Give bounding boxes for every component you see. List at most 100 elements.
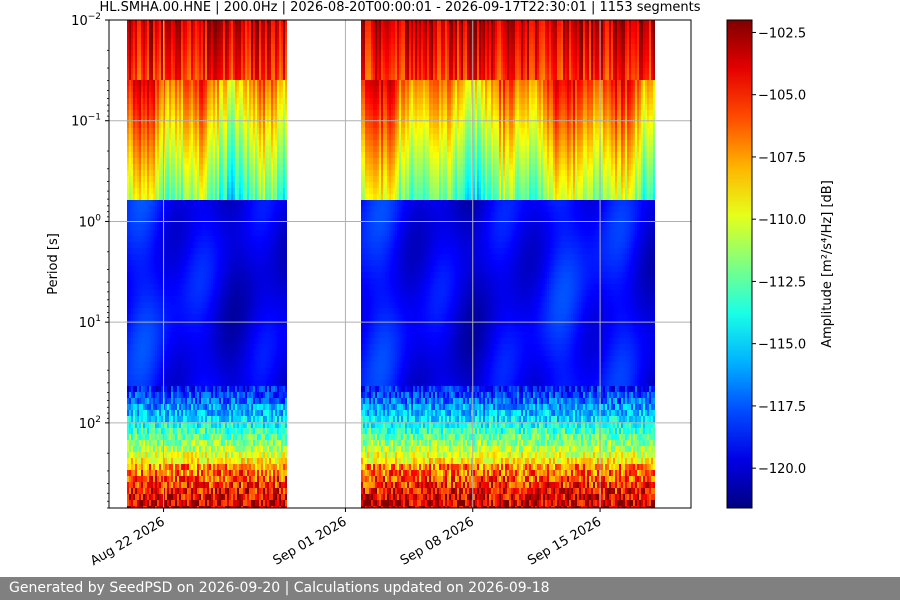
heatmap-cell xyxy=(133,362,135,368)
heatmap-cell xyxy=(215,488,217,494)
heatmap-cell xyxy=(193,266,195,272)
heatmap-cell xyxy=(155,62,157,68)
heatmap-cell xyxy=(213,134,215,140)
heatmap-cell xyxy=(181,392,183,398)
heatmap-cell xyxy=(195,104,197,110)
heatmap-cell xyxy=(131,56,133,62)
heatmap-cell xyxy=(195,254,197,260)
heatmap-cell xyxy=(129,152,131,158)
heatmap-cell xyxy=(233,338,235,344)
heatmap-cell xyxy=(195,452,197,458)
heatmap-cell xyxy=(231,464,233,470)
heatmap-cell xyxy=(155,476,157,482)
heatmap-cell xyxy=(141,182,143,188)
heatmap-cell xyxy=(129,92,131,98)
heatmap-cell xyxy=(135,500,137,506)
heatmap-cell xyxy=(135,344,137,350)
heatmap-cell xyxy=(139,314,141,320)
heatmap-cell xyxy=(233,236,235,242)
heatmap-cell xyxy=(221,392,223,398)
heatmap-cell xyxy=(179,38,181,44)
heatmap-cell xyxy=(245,368,247,374)
heatmap-cell xyxy=(175,392,177,398)
heatmap-cell xyxy=(139,56,141,62)
heatmap-cell xyxy=(127,362,129,368)
heatmap-cell xyxy=(127,416,129,422)
heatmap-cell xyxy=(225,326,227,332)
heatmap-cell xyxy=(149,446,151,452)
heatmap-cell xyxy=(211,434,213,440)
heatmap-cell xyxy=(197,380,199,386)
heatmap-cell xyxy=(179,284,181,290)
heatmap-cell xyxy=(141,80,143,86)
heatmap-cell xyxy=(193,290,195,296)
heatmap-cell xyxy=(237,302,239,308)
heatmap-cell xyxy=(175,500,177,506)
heatmap-cell xyxy=(179,224,181,230)
heatmap-cell xyxy=(171,452,173,458)
heatmap-cell xyxy=(181,128,183,134)
heatmap-cell xyxy=(219,158,221,164)
heatmap-cell xyxy=(231,194,233,200)
heatmap-cell xyxy=(133,320,135,326)
heatmap-cell xyxy=(173,452,175,458)
heatmap-cell xyxy=(171,80,173,86)
heatmap-cell xyxy=(181,38,183,44)
heatmap-cell xyxy=(197,410,199,416)
heatmap-cell xyxy=(157,134,159,140)
heatmap-cell xyxy=(137,92,139,98)
heatmap-cell xyxy=(145,332,147,338)
heatmap-cell xyxy=(177,374,179,380)
heatmap-cell xyxy=(129,290,131,296)
heatmap-cell xyxy=(171,320,173,326)
heatmap-cell xyxy=(175,140,177,146)
heatmap-cell xyxy=(219,98,221,104)
heatmap-cell xyxy=(171,374,173,380)
heatmap-cell xyxy=(221,200,223,206)
heatmap-cell xyxy=(153,380,155,386)
heatmap-cell xyxy=(179,104,181,110)
heatmap-cell xyxy=(129,260,131,266)
heatmap-cell xyxy=(195,476,197,482)
heatmap-cell xyxy=(237,266,239,272)
heatmap-cell xyxy=(207,494,209,500)
heatmap-cell xyxy=(207,464,209,470)
heatmap-cell xyxy=(193,386,195,392)
heatmap-cell xyxy=(221,236,223,242)
heatmap-cell xyxy=(151,338,153,344)
heatmap-cell xyxy=(247,134,249,140)
heatmap-cell xyxy=(175,488,177,494)
heatmap-cell xyxy=(151,146,153,152)
heatmap-cell xyxy=(145,206,147,212)
heatmap-cell xyxy=(191,26,193,32)
heatmap-cell xyxy=(135,494,137,500)
heatmap-cell xyxy=(175,482,177,488)
heatmap-cell xyxy=(243,236,245,242)
heatmap-cell xyxy=(239,266,241,272)
heatmap-cell xyxy=(213,290,215,296)
heatmap-cell xyxy=(141,86,143,92)
heatmap-cell xyxy=(199,164,201,170)
heatmap-cell xyxy=(195,230,197,236)
heatmap-cell xyxy=(241,290,243,296)
heatmap-cell xyxy=(217,494,219,500)
heatmap-cell xyxy=(145,386,147,392)
heatmap-cell xyxy=(201,440,203,446)
heatmap-cell xyxy=(131,50,133,56)
heatmap-cell xyxy=(195,470,197,476)
heatmap-cell xyxy=(213,92,215,98)
heatmap-cell xyxy=(201,368,203,374)
heatmap-cell xyxy=(167,278,169,284)
heatmap-cell xyxy=(175,32,177,38)
heatmap-cell xyxy=(223,32,225,38)
heatmap-cell xyxy=(187,392,189,398)
heatmap-cell xyxy=(181,86,183,92)
heatmap-cell xyxy=(155,284,157,290)
heatmap-cell xyxy=(147,320,149,326)
heatmap-cell xyxy=(223,212,225,218)
heatmap-cell xyxy=(219,326,221,332)
heatmap-cell xyxy=(219,206,221,212)
heatmap-cell xyxy=(217,92,219,98)
heatmap-cell xyxy=(185,392,187,398)
heatmap-cell xyxy=(219,110,221,116)
